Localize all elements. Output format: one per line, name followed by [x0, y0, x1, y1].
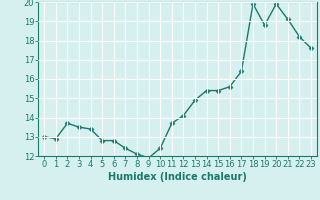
X-axis label: Humidex (Indice chaleur): Humidex (Indice chaleur) [108, 172, 247, 182]
